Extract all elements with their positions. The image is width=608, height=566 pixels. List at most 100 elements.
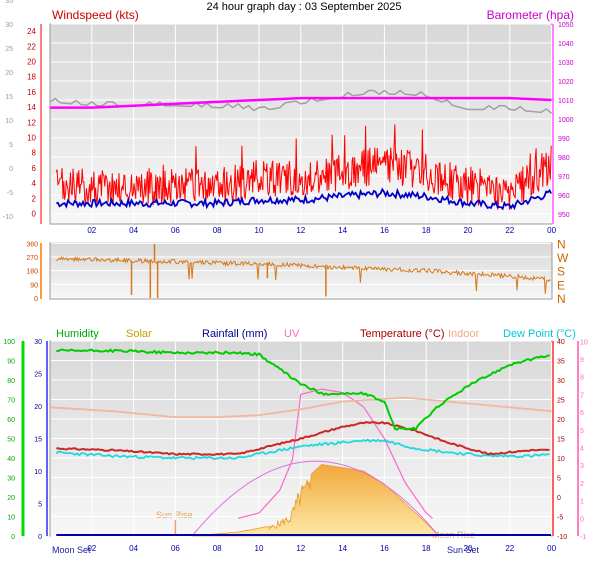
x-tick-label: 22	[505, 544, 514, 553]
annotation-moon-set: Moon Set	[52, 545, 91, 555]
legend-dewpoint: Dew Point (°C)	[503, 328, 576, 340]
rain-axis-tick: 20	[34, 404, 42, 411]
uv-axis-tick: 3	[580, 463, 584, 470]
humidity-axis-tick: 50	[7, 437, 15, 444]
grey-axis-tick: -5	[7, 190, 13, 197]
dir-axis-tick: 90	[30, 282, 38, 289]
wind-axis-tick: 6	[32, 164, 37, 173]
baro-axis-tick: 1040	[558, 41, 574, 48]
x-tick-label: 02	[87, 226, 96, 235]
wind-axis-tick: 8	[32, 149, 37, 158]
uv-line	[237, 388, 433, 519]
humidity-axis-tick: 60	[7, 417, 15, 424]
baro-axis-tick: 950	[558, 212, 570, 219]
temp-axis-tick: -10	[557, 534, 567, 541]
x-tick-label: 08	[213, 544, 222, 553]
baro-axis-tick: 960	[558, 193, 570, 200]
wind-axis-title: Windspeed (kts)	[52, 8, 139, 22]
humidity-axis-tick: 0	[11, 534, 15, 541]
x-tick-label: 08	[213, 226, 222, 235]
baro-axis-tick: 990	[558, 136, 570, 143]
humidity-axis-tick: 70	[7, 398, 15, 405]
rain-axis-tick: 0	[38, 534, 42, 541]
wind-axis-tick: 0	[32, 210, 37, 219]
uv-axis-tick: 6	[580, 410, 584, 417]
solar-area	[192, 464, 440, 537]
uv-axis-tick: 0	[580, 516, 584, 523]
legend-solar: Solar	[126, 328, 152, 340]
temp-axis-tick: 30	[557, 378, 565, 385]
rain-axis-tick: 30	[34, 339, 42, 346]
wind-axis-tick: 22	[27, 42, 36, 51]
x-tick-label: 12	[296, 226, 305, 235]
wind-direction-line	[56, 255, 551, 295]
uv-axis-tick: 5	[580, 428, 584, 435]
dewpoint-line	[55, 438, 550, 461]
grey-axis-tick: -10	[3, 214, 13, 221]
x-tick-label: 18	[422, 544, 431, 553]
x-tick-label: 04	[129, 544, 138, 553]
wind-axis-tick: 12	[27, 118, 36, 127]
legend-rainfall: Rainfall (mm)	[202, 328, 267, 340]
x-tick-label: 04	[129, 226, 138, 235]
x-tick-label: 14	[338, 226, 347, 235]
wind-axis-tick: 20	[27, 58, 36, 67]
humidity-axis-tick: 30	[7, 476, 15, 483]
uv-axis-tick: 4	[580, 446, 584, 453]
solar-max-line	[191, 460, 438, 537]
wind-axis-tick: 10	[27, 134, 36, 143]
temperature-line	[56, 420, 550, 456]
humidity-axis-tick: 90	[7, 359, 15, 366]
x-tick-label: 16	[380, 226, 389, 235]
wind-average-line	[56, 187, 552, 211]
temp-axis-tick: 15	[557, 437, 565, 444]
baro-axis-tick: 1030	[558, 60, 574, 67]
x-tick-label: 12	[296, 544, 305, 553]
temp-axis-tick: 40	[557, 339, 565, 346]
temp-axis-tick: -5	[557, 515, 563, 522]
humidity-axis-tick: 10	[7, 515, 15, 522]
baro-axis-tick: 1020	[558, 79, 574, 86]
uv-axis-tick: 9	[580, 357, 584, 364]
rain-axis-tick: 10	[34, 469, 42, 476]
x-tick-label: 14	[338, 544, 347, 553]
x-tick-label: 00	[547, 544, 556, 553]
dir-axis-tick: 180	[26, 269, 38, 276]
annotation-sun-set: Sun Set	[447, 545, 480, 555]
uv-axis-tick: 7	[580, 392, 584, 399]
dir-compass-label: N	[557, 292, 566, 306]
uv-axis-tick: 10	[580, 339, 588, 346]
x-tick-label: 20	[464, 226, 473, 235]
grey-axis-tick: 5	[9, 142, 13, 149]
uv-axis-tick: 1	[580, 499, 584, 506]
humidity-line	[56, 348, 550, 432]
uv-axis-tick: 2	[580, 481, 584, 488]
barometer-line	[50, 96, 552, 109]
grey-axis-tick: 10	[5, 118, 13, 125]
baro-axis-tick: 1000	[558, 117, 574, 124]
baro-axis-tick: 1050	[558, 22, 574, 29]
grey-axis-tick: 30	[5, 22, 13, 29]
x-tick-label: 02	[87, 544, 96, 553]
wind-axis-tick: 16	[27, 88, 36, 97]
baro-axis-tick: 1010	[558, 98, 574, 105]
dir-compass-label: E	[557, 278, 565, 292]
humidity-axis-tick: 80	[7, 378, 15, 385]
temp-axis-tick: 10	[557, 456, 565, 463]
grey-axis-tick: 0	[9, 166, 13, 173]
x-tick-label: 20	[464, 544, 473, 553]
x-tick-label: 16	[380, 544, 389, 553]
humidity-axis-tick: 20	[7, 495, 15, 502]
humidity-axis-tick: 40	[7, 456, 15, 463]
temp-panel-legend: Humidity Solar Rainfall (mm) UV Temperat…	[56, 328, 576, 340]
temp-axis-tick: 35	[557, 359, 565, 366]
x-tick-label: 22	[505, 226, 514, 235]
rain-axis-tick: 25	[34, 372, 42, 379]
humidity-axis-tick: 100	[3, 339, 15, 346]
dir-compass-label: W	[557, 251, 569, 265]
dir-axis-tick: 0	[34, 296, 38, 303]
rain-axis-tick: 15	[34, 437, 42, 444]
uv-axis-tick: -1	[580, 534, 586, 541]
grey-axis-tick: 35	[5, 0, 13, 5]
wind-axis-tick: 4	[32, 179, 37, 188]
